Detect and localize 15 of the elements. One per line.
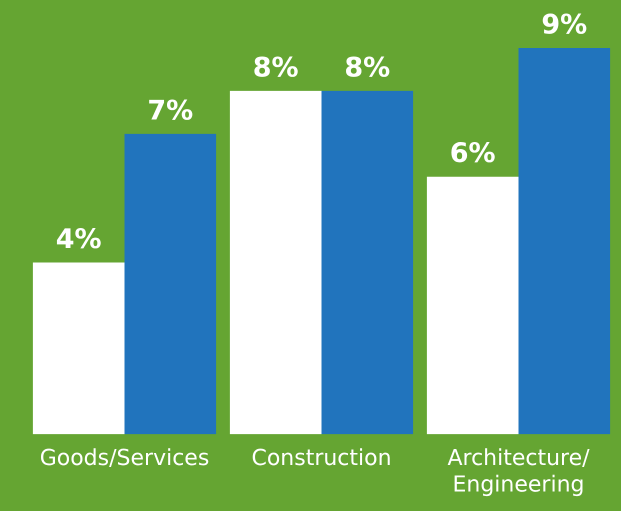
bar bbox=[230, 90, 322, 434]
data-label: 7% bbox=[147, 95, 194, 126]
data-label: 4% bbox=[56, 224, 102, 256]
data-label: 8% bbox=[252, 52, 299, 84]
bar bbox=[518, 48, 610, 434]
data-label: 6% bbox=[450, 138, 496, 170]
x-tick-label: Architecture/ Engineering bbox=[447, 446, 590, 498]
bar bbox=[426, 176, 518, 434]
x-tick-label: Construction bbox=[251, 446, 392, 472]
x-tick-label: Goods/Services bbox=[40, 446, 210, 472]
data-label: 9% bbox=[541, 10, 588, 41]
bar bbox=[124, 134, 216, 434]
data-label: 8% bbox=[344, 52, 390, 84]
bar bbox=[32, 262, 124, 434]
bar bbox=[322, 90, 414, 434]
